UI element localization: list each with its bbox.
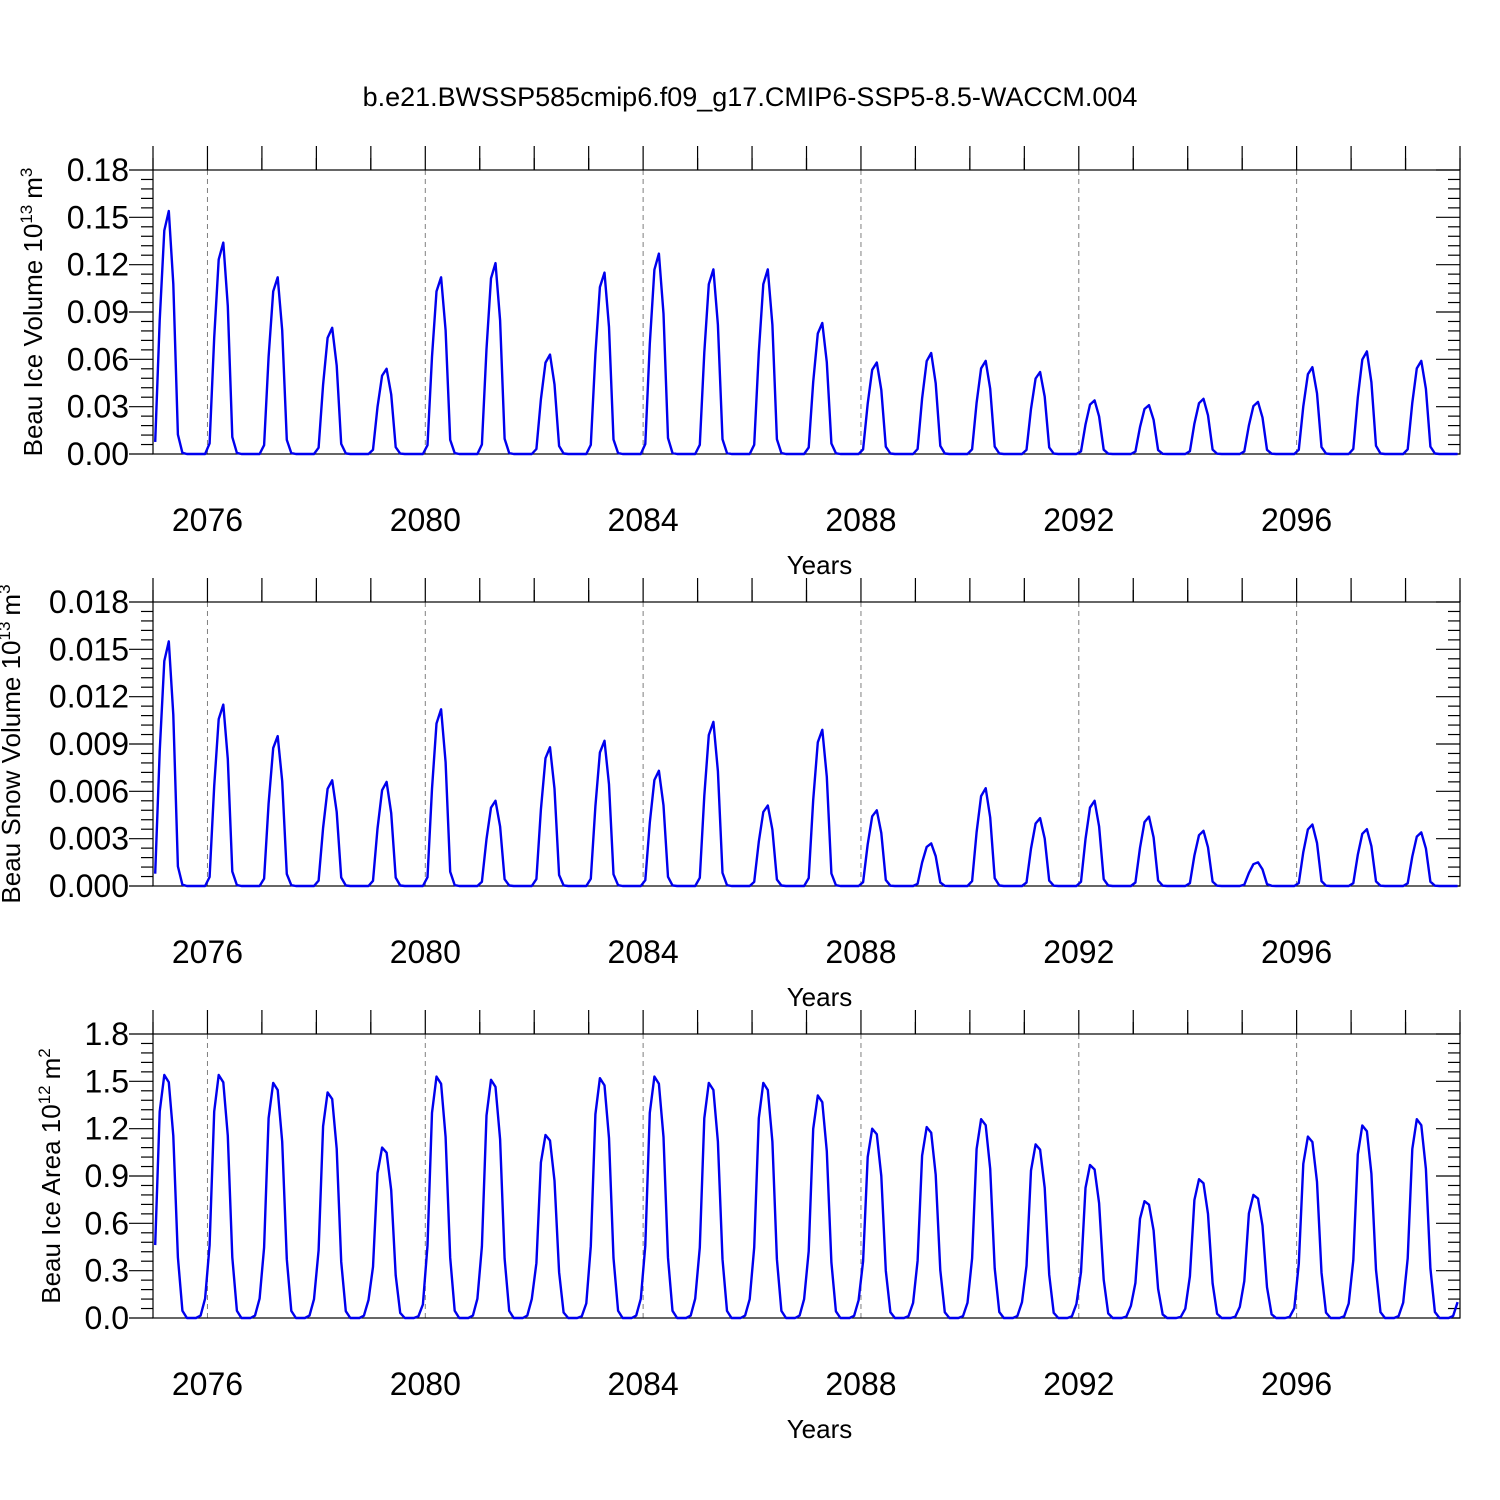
y-tick-label: 0.09 [67,294,129,330]
x-tick-label: 2080 [390,1366,461,1402]
x-axis-label: Years [787,982,853,1012]
y-tick-label: 0.009 [49,726,129,762]
x-tick-label: 2096 [1261,934,1332,970]
y-tick-label: 0.00 [67,436,129,472]
y-tick-label: 0.06 [67,341,129,377]
x-axis-label: Years [787,550,853,580]
series-line-beau-ice-area [154,1073,1459,1320]
x-tick-label: 2084 [608,502,679,538]
y-tick-label: 1.8 [85,1016,129,1052]
y-tick-label: 0.12 [67,247,129,283]
panel-3: 0.0 0.3 0.6 0.9 1.2 1.5 1.8 2076 2080 2084 2088 209… [35,1010,1461,1444]
panel-1: 0.00 0.03 0.06 0.09 0.12 0.15 0.18 2076 2080 2084… [17,146,1461,580]
y-axis-label: Beau Ice Volume 1013m3 [17,168,48,457]
x-axis-label: Years [787,1414,853,1444]
y-tick-label: 0.18 [67,152,129,188]
x-tick-label: 2088 [825,1366,896,1402]
x-tick-label: 2092 [1043,502,1114,538]
y-tick-label: 0.003 [49,821,129,857]
y-axis-label: Beau Ice Area 1012m2 [35,1048,66,1304]
y-tick-label: 1.5 [85,1063,129,1099]
panel-2: 0.000 0.003 0.006 0.009 0.012 0.015 0.018 2076 2… [0,578,1461,1012]
y-tick-label: 0.015 [49,631,129,667]
y-tick-label: 0.9 [85,1158,129,1194]
y-tick-label: 0.15 [67,199,129,235]
x-tick-label: 2096 [1261,1366,1332,1402]
x-tick-label: 2080 [390,934,461,970]
x-tick-label: 2084 [608,934,679,970]
x-tick-label: 2088 [825,934,896,970]
series-line-beau-ice-volume [154,209,1458,456]
y-tick-label: 1.2 [85,1111,129,1147]
x-tick-label: 2084 [608,1366,679,1402]
x-tick-label: 2076 [172,1366,243,1402]
x-tick-label: 2088 [825,502,896,538]
y-tick-label: 0.012 [49,679,129,715]
y-tick-label: 0.006 [49,773,129,809]
x-tick-label: 2076 [172,502,243,538]
y-tick-label: 0.000 [49,868,129,904]
x-tick-label: 2076 [172,934,243,970]
y-tick-label: 0.03 [67,389,129,425]
figure-title: b.e21.BWSSP585cmip6.f09_g17.CMIP6-SSP5-8… [363,82,1138,112]
plot-frame [152,169,1461,455]
y-tick-label: 0.3 [85,1253,129,1289]
x-tick-label: 2096 [1261,502,1332,538]
y-tick-label: 0.6 [85,1205,129,1241]
series-line-beau-snow-volume [154,640,1458,888]
y-tick-label: 0.018 [49,584,129,620]
x-tick-label: 2080 [390,502,461,538]
y-axis-label: Beau Snow Volume 1013m3 [0,584,26,903]
x-tick-label: 2092 [1043,934,1114,970]
y-tick-label: 0.0 [85,1300,129,1336]
x-tick-label: 2092 [1043,1366,1114,1402]
plot-frame [152,601,1461,887]
